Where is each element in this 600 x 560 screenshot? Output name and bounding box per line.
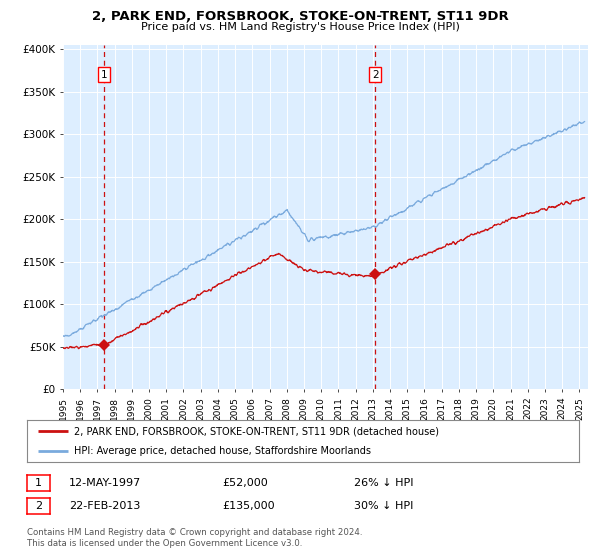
Text: 12-MAY-1997: 12-MAY-1997: [69, 478, 141, 488]
Text: 2: 2: [372, 69, 379, 80]
Text: 22-FEB-2013: 22-FEB-2013: [69, 501, 140, 511]
Text: 26% ↓ HPI: 26% ↓ HPI: [354, 478, 413, 488]
Text: 30% ↓ HPI: 30% ↓ HPI: [354, 501, 413, 511]
Text: 2: 2: [35, 501, 42, 511]
Text: £135,000: £135,000: [222, 501, 275, 511]
Text: Price paid vs. HM Land Registry's House Price Index (HPI): Price paid vs. HM Land Registry's House …: [140, 22, 460, 32]
Text: 1: 1: [100, 69, 107, 80]
Text: £52,000: £52,000: [222, 478, 268, 488]
Text: Contains HM Land Registry data © Crown copyright and database right 2024.
This d: Contains HM Land Registry data © Crown c…: [27, 528, 362, 548]
Text: HPI: Average price, detached house, Staffordshire Moorlands: HPI: Average price, detached house, Staf…: [74, 446, 371, 456]
Text: 2, PARK END, FORSBROOK, STOKE-ON-TRENT, ST11 9DR: 2, PARK END, FORSBROOK, STOKE-ON-TRENT, …: [92, 10, 508, 23]
Text: 2, PARK END, FORSBROOK, STOKE-ON-TRENT, ST11 9DR (detached house): 2, PARK END, FORSBROOK, STOKE-ON-TRENT, …: [74, 426, 439, 436]
Text: 1: 1: [35, 478, 42, 488]
